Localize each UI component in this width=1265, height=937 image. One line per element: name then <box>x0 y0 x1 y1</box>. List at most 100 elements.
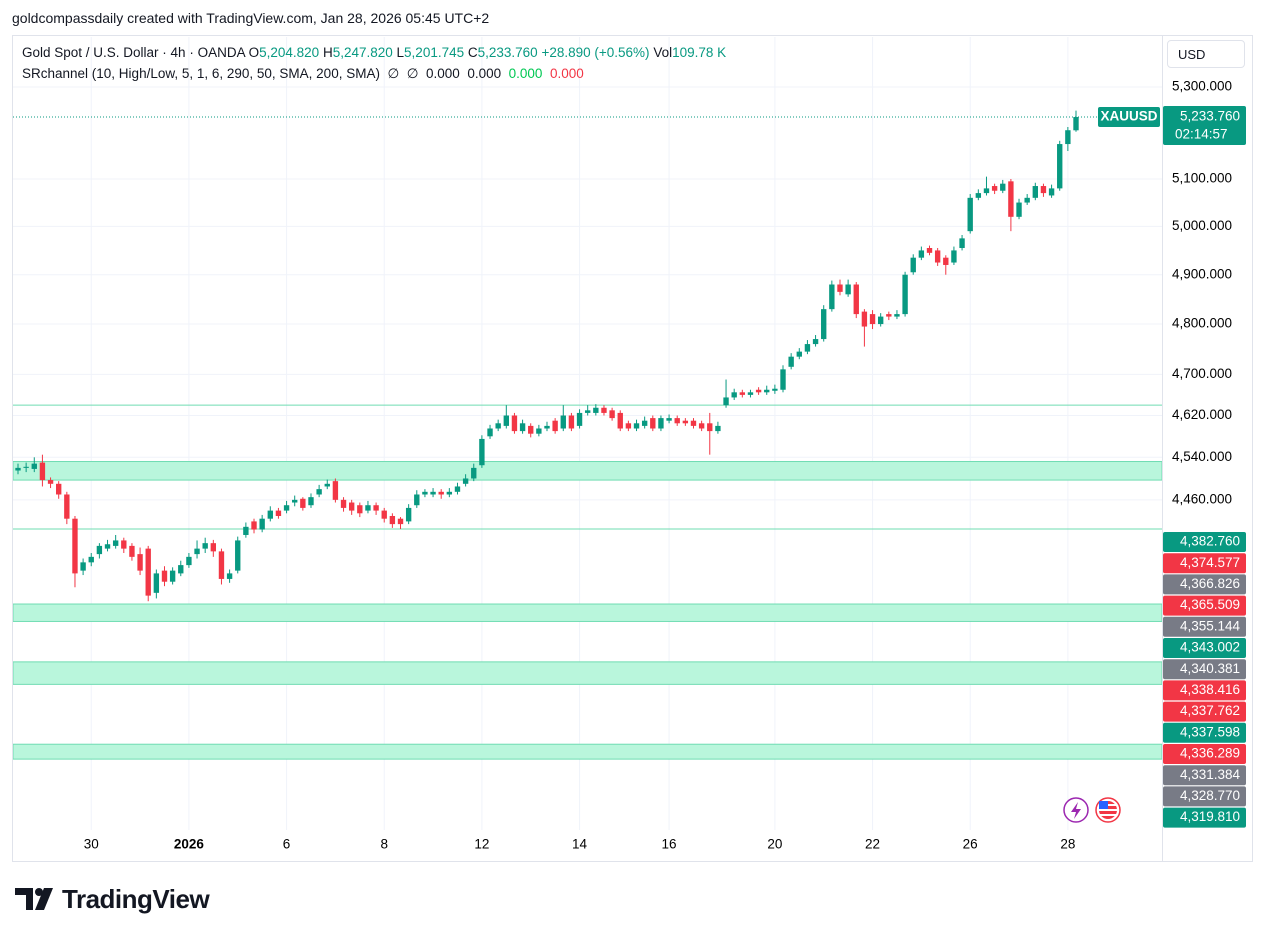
candle-body <box>161 570 168 582</box>
alert-icon[interactable] <box>1063 797 1089 823</box>
candle-body <box>609 410 615 419</box>
candle-body <box>1016 202 1022 217</box>
candle-body <box>772 388 778 391</box>
candle-body <box>739 392 746 395</box>
candle-body <box>568 415 575 429</box>
y-tick-label: 4,700.000 <box>1172 366 1232 381</box>
last-price: 5,233.760 <box>1180 109 1240 124</box>
candle-body <box>975 193 982 198</box>
flag-icon[interactable] <box>1095 797 1121 823</box>
candle-body <box>357 505 363 514</box>
price-label-bg <box>1163 701 1246 722</box>
candle-body <box>617 412 623 429</box>
price-label: 4,374.577 <box>1180 555 1240 570</box>
price-label-bg <box>1163 680 1246 701</box>
price-label-bg <box>1163 595 1246 616</box>
price-label: 4,338.416 <box>1180 682 1240 697</box>
header: goldcompassdaily created with TradingVie… <box>12 10 490 26</box>
price-label-bg <box>1163 553 1246 574</box>
candle-body <box>202 543 208 549</box>
candle-body <box>96 545 103 555</box>
candle-body <box>210 543 217 552</box>
candle-body <box>967 197 973 232</box>
candle-body <box>991 186 998 191</box>
candle-body <box>438 491 444 495</box>
last-price-bg <box>1163 106 1246 146</box>
candle-body <box>544 425 550 429</box>
candle-body <box>593 407 599 413</box>
candle-body <box>104 544 111 549</box>
candle-body <box>934 250 941 263</box>
candle-body <box>1024 197 1030 203</box>
plot-area <box>13 37 1162 830</box>
candle-body <box>853 284 859 315</box>
candle-body <box>479 438 485 466</box>
price-label: 4,337.762 <box>1180 703 1240 718</box>
candle-body <box>983 188 990 194</box>
candle-body <box>1065 130 1071 145</box>
candle-body <box>324 483 330 487</box>
candle-body <box>300 498 306 508</box>
price-label: 4,343.002 <box>1180 640 1240 655</box>
candle-body <box>959 238 965 249</box>
indicator-value: ∅ <box>387 66 400 81</box>
candle-body <box>641 420 648 426</box>
x-tick-label: 14 <box>572 837 588 852</box>
ohlc-key: H <box>322 45 333 60</box>
candle-body <box>405 507 412 522</box>
candle-body <box>414 494 420 506</box>
y-tick-label: 4,460.000 <box>1172 491 1232 506</box>
candle-body <box>112 540 119 546</box>
sr-zone <box>13 461 1162 481</box>
candle-body <box>397 518 404 525</box>
candle-body <box>674 418 680 424</box>
candle-body <box>715 425 721 432</box>
candle-body <box>690 420 697 426</box>
candle-body <box>829 284 835 310</box>
candle-body <box>1048 188 1055 196</box>
symbol-tag-bg <box>1098 107 1160 128</box>
indicator-value: ∅ <box>406 66 419 81</box>
candle-body <box>308 497 314 506</box>
candle-body <box>218 551 225 579</box>
currency-button[interactable]: USD <box>1167 40 1245 68</box>
candle-body <box>145 548 151 596</box>
candle-body <box>23 466 29 468</box>
candle-body <box>381 510 387 519</box>
price-label-bg <box>1163 532 1246 552</box>
ohlc-value: 5,233.760 <box>477 45 538 60</box>
candle-body <box>194 548 200 555</box>
candle-body <box>804 344 811 352</box>
candle-body <box>292 499 298 503</box>
price-label: 4,331.384 <box>1180 767 1241 782</box>
candle-body <box>821 309 827 340</box>
candle-body <box>1073 117 1079 131</box>
price-label: 4,319.810 <box>1180 809 1240 824</box>
x-tick-label: 22 <box>865 837 880 852</box>
ohlc-value: 5,204.820 <box>259 45 320 60</box>
candle-body <box>1000 183 1006 191</box>
candle-body <box>747 392 754 395</box>
candle-body <box>707 423 713 432</box>
sr-zone <box>13 743 1162 760</box>
candle-body <box>389 515 396 525</box>
candle-body <box>316 489 322 495</box>
candle-body <box>56 483 62 495</box>
price-label: 4,365.509 <box>1180 597 1240 612</box>
candle-body <box>243 526 249 535</box>
sr-zone <box>13 661 1162 685</box>
candle-body <box>519 423 526 432</box>
price-label-bg <box>1163 765 1246 786</box>
candle-body <box>129 545 135 557</box>
symbol-tag: XAUUSD <box>1100 109 1157 124</box>
candle-body <box>348 502 355 511</box>
candle-body <box>47 480 54 484</box>
chart-frame <box>12 35 1253 862</box>
candle-body <box>894 314 900 317</box>
candle-body <box>64 494 70 519</box>
candle-body <box>650 418 656 429</box>
candle-body <box>121 540 127 549</box>
price-label-bg <box>1163 574 1246 595</box>
price-label-bg <box>1163 616 1246 637</box>
